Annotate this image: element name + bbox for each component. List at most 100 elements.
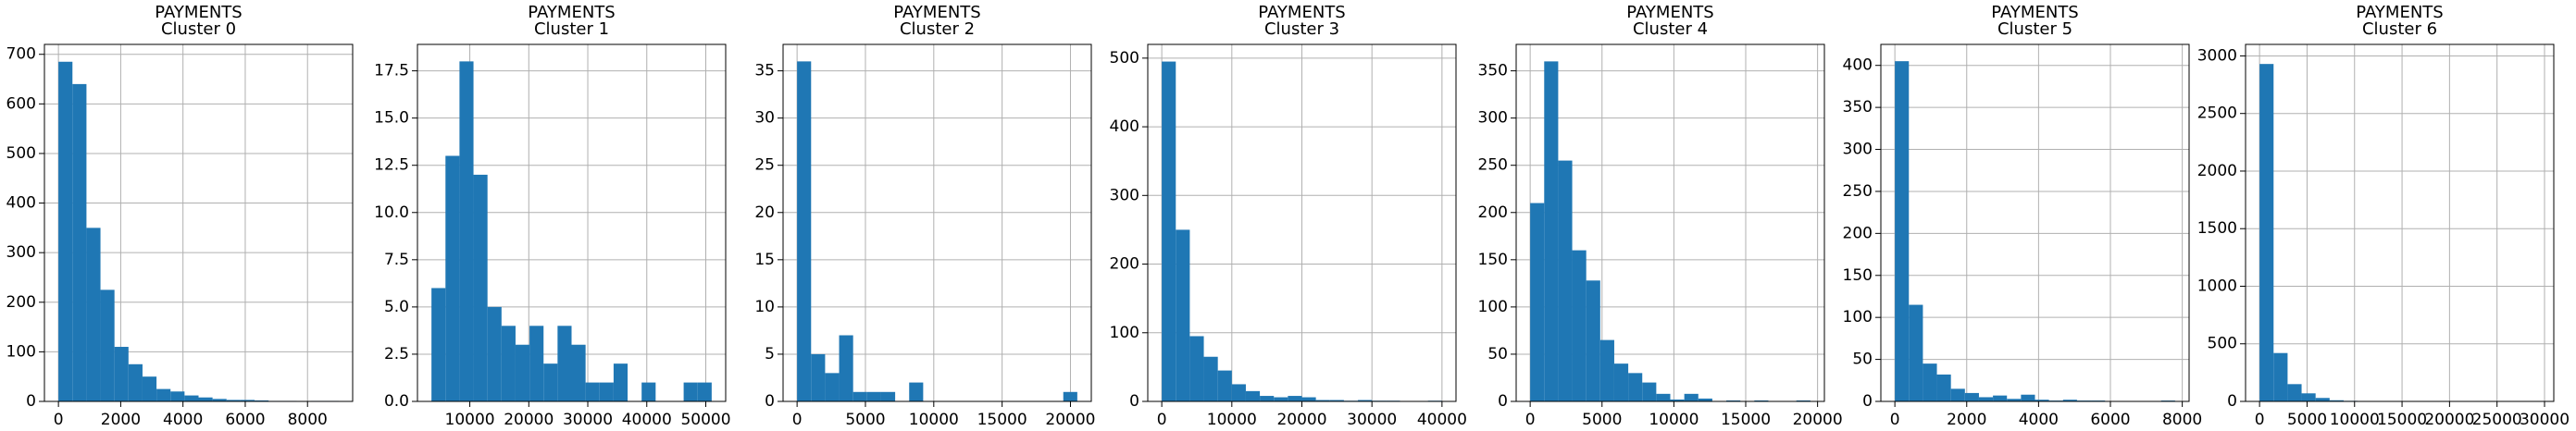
- bar: [529, 326, 544, 401]
- x-tick-label: 0: [54, 411, 64, 429]
- bar: [683, 382, 698, 401]
- chart-title: PAYMENTS: [1991, 3, 2078, 22]
- bar: [1231, 384, 1246, 401]
- bar: [1599, 339, 1614, 401]
- x-tick-label: 20000: [1793, 411, 1843, 429]
- plot-frame: [417, 43, 727, 402]
- y-tick-label: 200: [1843, 224, 1873, 242]
- bar: [226, 400, 241, 401]
- x-tick-label: 50000: [680, 411, 730, 429]
- bar: [1950, 388, 1965, 401]
- y-tick-label: 7.5: [384, 251, 409, 269]
- bar: [1909, 304, 1923, 401]
- bar: [170, 391, 185, 401]
- x-tick-label: 4000: [2019, 411, 2059, 429]
- bar: [1698, 398, 1712, 401]
- y-tick-label: 400: [1843, 56, 1873, 75]
- plot-frame: [44, 43, 354, 402]
- x-tick-label: 20000: [1276, 411, 1326, 429]
- x-tick-label: 20000: [504, 411, 554, 429]
- y-tick-label: 0.0: [384, 392, 409, 411]
- x-tick-label: 10000: [2330, 411, 2380, 429]
- y-tick-label: 400: [6, 194, 36, 213]
- bar: [1726, 400, 1741, 401]
- bar: [1684, 393, 1699, 401]
- chart-title: PAYMENTS: [528, 3, 615, 22]
- bar: [1189, 336, 1204, 401]
- y-tick-label: 300: [6, 243, 36, 262]
- y-tick-label: 400: [1110, 117, 1139, 136]
- bar: [1260, 396, 1275, 401]
- bar: [571, 344, 586, 401]
- bar: [2287, 384, 2302, 401]
- bar: [1162, 61, 1176, 402]
- x-tick-label: 10000: [909, 411, 959, 429]
- x-tick-label: 2000: [101, 411, 141, 429]
- y-tick-label: 3000: [2197, 46, 2237, 65]
- y-tick-label: 300: [1110, 186, 1139, 204]
- y-tick-label: 100: [1843, 308, 1873, 326]
- x-tick-label: 0: [2255, 411, 2265, 429]
- x-tick-label: 20000: [1045, 411, 1095, 429]
- plot-frame: [2245, 43, 2555, 402]
- bar: [613, 363, 628, 401]
- bar: [852, 391, 867, 401]
- bar: [2329, 400, 2344, 401]
- x-tick-label: 5000: [845, 411, 885, 429]
- bar: [2259, 64, 2274, 402]
- y-tick-label: 500: [6, 144, 36, 163]
- bar: [557, 326, 572, 401]
- bar: [641, 382, 656, 401]
- x-tick-label: 0: [792, 411, 803, 429]
- bar: [142, 376, 157, 401]
- bar: [1923, 363, 1937, 401]
- bar: [1572, 250, 1587, 401]
- bar: [2007, 399, 2022, 401]
- y-tick-label: 0: [1498, 392, 1508, 411]
- y-tick-label: 15: [754, 251, 775, 269]
- x-tick-label: 10000: [445, 411, 495, 429]
- bar: [58, 61, 73, 401]
- y-tick-label: 100: [1110, 324, 1139, 342]
- bar: [2301, 393, 2316, 401]
- y-tick-label: 10.0: [374, 203, 409, 222]
- bar: [1176, 229, 1190, 401]
- chart-title: Cluster 1: [534, 19, 609, 39]
- bar: [100, 289, 115, 401]
- x-tick-label: 40000: [1417, 411, 1467, 429]
- bar: [1203, 356, 1218, 401]
- y-tick-label: 250: [1478, 156, 1508, 175]
- chart-title: Cluster 5: [1997, 19, 2072, 39]
- bar: [1613, 363, 1629, 401]
- bar: [811, 353, 826, 401]
- bar: [1315, 400, 1330, 401]
- bar: [114, 347, 129, 401]
- bar: [1628, 373, 1643, 401]
- y-tick-label: 50: [1487, 345, 1508, 363]
- y-tick-label: 300: [1478, 109, 1508, 128]
- y-tick-label: 0: [26, 392, 36, 411]
- plot-frame: [782, 43, 1092, 402]
- bar: [599, 382, 614, 401]
- y-tick-label: 5: [765, 345, 775, 363]
- x-tick-label: 10000: [1207, 411, 1257, 429]
- chart-title: PAYMENTS: [1258, 3, 1345, 22]
- x-tick-label: 15000: [2377, 411, 2427, 429]
- y-tick-label: 2500: [2197, 105, 2237, 123]
- bar: [198, 397, 213, 401]
- x-tick-label: 0: [1525, 411, 1536, 429]
- y-tick-label: 200: [1110, 255, 1139, 274]
- y-tick-label: 12.5: [374, 156, 409, 175]
- bar: [866, 391, 881, 401]
- bar: [431, 288, 446, 401]
- y-tick-label: 30: [754, 109, 775, 128]
- bar: [255, 400, 269, 401]
- x-tick-label: 0: [1157, 411, 1167, 429]
- bar: [1642, 382, 1657, 401]
- chart-title: PAYMENTS: [155, 3, 242, 22]
- x-tick-label: 30000: [563, 411, 613, 429]
- chart-title: PAYMENTS: [1626, 3, 1713, 22]
- bar: [697, 382, 712, 401]
- bar: [2062, 400, 2077, 401]
